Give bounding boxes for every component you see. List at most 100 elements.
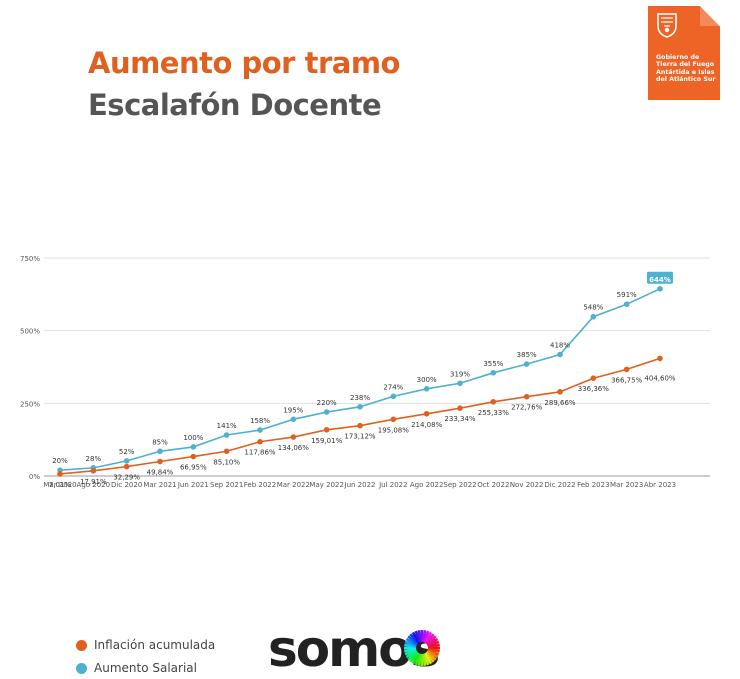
data-point-salary — [623, 301, 630, 308]
data-label-salary: 20% — [52, 457, 68, 465]
data-point-salary — [523, 361, 530, 367]
color-wheel-ray — [404, 648, 417, 656]
data-point-inflation — [357, 422, 363, 429]
x-tick-label: Jun 2022 — [344, 481, 376, 489]
x-tick-label: Sep 2021 — [210, 481, 243, 489]
color-wheel-ray — [421, 630, 427, 643]
color-wheel-ray — [404, 640, 417, 648]
data-point-inflation — [657, 355, 663, 362]
x-tick-label: Jul 2022 — [378, 481, 408, 489]
data-point-inflation — [523, 393, 530, 400]
data-label-inflation: 272,76% — [511, 404, 542, 412]
data-point-salary — [157, 448, 163, 455]
data-point-salary — [557, 351, 563, 358]
data-label-inflation: 214,08% — [411, 421, 442, 429]
government-name-line: Gobierno de — [656, 54, 700, 61]
x-tick-label: Mar 2021 — [143, 481, 176, 489]
data-label-inflation: 336,36% — [578, 385, 609, 393]
color-wheel-ray — [404, 643, 417, 649]
government-name: Gobierno de Tierra del Fuego Antártida e… — [656, 54, 720, 84]
data-label-inflation: 85,10% — [213, 458, 240, 466]
color-wheel-ray — [407, 650, 419, 661]
government-badge: Gobierno de Tierra del Fuego Antártida e… — [648, 6, 720, 100]
color-wheel-ray — [427, 640, 440, 648]
data-point-inflation — [390, 416, 397, 423]
data-point-inflation — [223, 448, 230, 455]
y-tick-label: 750% — [20, 255, 40, 263]
x-tick-label: Feb 2023 — [577, 481, 609, 489]
data-label-inflation: 233,34% — [444, 415, 475, 423]
color-wheel-ray — [423, 631, 433, 644]
color-wheel-ray — [425, 635, 437, 646]
x-tick-label: Ago 2020 — [77, 481, 111, 489]
color-wheel-ray — [407, 635, 419, 646]
color-wheel-ray — [427, 648, 440, 656]
data-point-salary — [190, 444, 197, 450]
legend-label-inflation: Inflación acumulada — [94, 638, 216, 652]
color-wheel-ray — [405, 637, 418, 647]
data-point-inflation — [57, 471, 63, 477]
color-wheel-ray — [422, 653, 430, 666]
data-point-inflation — [157, 458, 163, 465]
data-label-inflation: 66,95% — [180, 464, 207, 472]
government-name-line: Antártida e Islas — [656, 68, 715, 76]
data-point-salary — [490, 370, 497, 376]
data-label-salary: 85% — [152, 438, 168, 446]
color-wheel-ray — [414, 653, 422, 666]
x-tick-label: Abr 2023 — [644, 481, 676, 489]
legend-marker-inflation — [76, 639, 87, 651]
series-line-salary — [59, 288, 661, 471]
data-point-inflation — [590, 375, 597, 382]
data-label-salary: 355% — [483, 360, 503, 368]
x-tick-label: Dic 2022 — [544, 481, 575, 489]
data-label-salary: 591% — [617, 291, 637, 299]
data-point-inflation — [623, 366, 630, 373]
data-label-salary: 52% — [119, 448, 135, 456]
line-chart: 0%250%500%750%Mar 2020 Ago 2020 Dic 2020 Ma… — [20, 255, 710, 489]
color-wheel-ray — [417, 630, 423, 643]
legend-label-salary: Aumento Salarial — [94, 661, 197, 675]
data-label-salary: 238% — [350, 394, 370, 402]
data-label-salary: 418% — [550, 342, 570, 350]
color-wheel-ray — [411, 652, 421, 665]
color-wheel-ray — [426, 649, 439, 659]
data-label-inflation: 404,60% — [644, 374, 675, 382]
x-tick-label: Jun 2021 — [177, 481, 209, 489]
data-point-salary — [457, 380, 463, 387]
data-point-inflation — [323, 426, 330, 433]
data-label-inflation: 49,84% — [147, 469, 174, 477]
color-wheel-ray — [409, 651, 420, 663]
x-tick-label: Dic 2020 — [111, 481, 142, 489]
data-point-inflation — [457, 405, 463, 411]
x-tick-label: Sep 2022 — [443, 481, 476, 489]
color-wheel-ray — [411, 631, 421, 644]
data-label-salary: 548% — [583, 304, 603, 312]
legend-marker-salary — [76, 662, 87, 674]
data-point-salary — [123, 458, 130, 464]
provincial-coat-of-arms-icon — [657, 13, 677, 38]
data-label-inflation: 366,75% — [611, 376, 642, 384]
x-tick-label: Mar 2022 — [277, 481, 310, 489]
data-point-inflation — [123, 463, 130, 470]
color-wheel-ray — [424, 651, 435, 663]
data-point-salary — [323, 409, 330, 415]
data-label-inflation: 255,33% — [478, 409, 509, 417]
data-point-salary — [290, 416, 297, 423]
color-wheel-ray — [405, 649, 418, 659]
data-label-inflation: 173,12% — [344, 433, 375, 441]
legend-item-salary: Aumento Salarial — [76, 661, 197, 675]
x-tick-label: Mar 2020 — [43, 481, 76, 489]
data-point-inflation — [490, 398, 497, 405]
data-label-inflation: 7,01% — [49, 481, 72, 489]
data-label-inflation: 289,66% — [544, 399, 575, 407]
data-label-inflation: 195,08% — [378, 426, 409, 434]
highlight-label-box — [647, 271, 673, 284]
data-point-inflation — [290, 434, 297, 440]
legend-item-inflation: Inflación acumulada — [76, 638, 215, 652]
x-tick-label: Oct 2022 — [477, 481, 509, 489]
data-label-salary: 385% — [517, 351, 537, 359]
data-point-salary — [357, 404, 363, 410]
chart-subtitle: Escalafón Docente — [88, 88, 382, 122]
data-point-salary — [390, 393, 397, 400]
data-point-inflation — [190, 453, 197, 460]
